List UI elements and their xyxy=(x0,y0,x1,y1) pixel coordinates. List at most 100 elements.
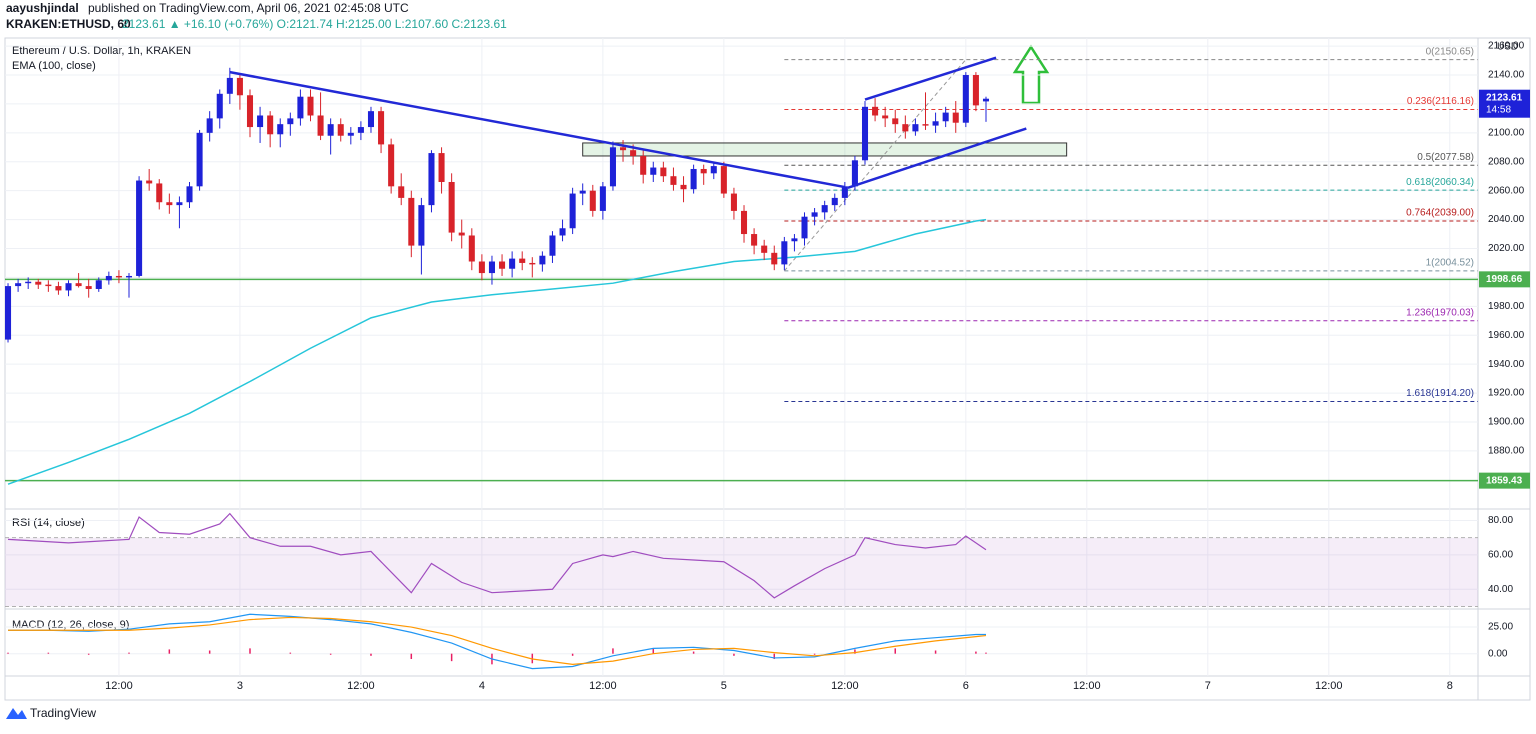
candle-body xyxy=(418,205,425,246)
candle-body xyxy=(861,106,869,161)
candle-body xyxy=(25,281,32,284)
ema-legend: EMA (100, close) xyxy=(12,60,96,72)
candle-body xyxy=(5,286,12,340)
candle-body xyxy=(962,75,969,123)
y-tick-label: 1980.00 xyxy=(1488,301,1525,312)
candle-body xyxy=(277,124,284,135)
macd-legend: MACD (12, 26, close, 9) xyxy=(12,619,129,631)
candle-body xyxy=(357,127,364,133)
fib-label: 1.618(1914.20) xyxy=(1406,388,1474,399)
candle-body xyxy=(630,150,637,156)
candle-body xyxy=(186,186,193,203)
candle-body xyxy=(468,235,475,262)
candle-body xyxy=(982,98,990,102)
candle-body xyxy=(569,193,576,229)
candle-body xyxy=(105,275,112,281)
y-tick-label: 2140.00 xyxy=(1488,70,1525,81)
candle-body xyxy=(347,132,354,136)
symbol: KRAKEN:ETHUSD, 60 xyxy=(6,17,131,31)
candle-body xyxy=(398,186,405,198)
candle-body xyxy=(367,111,375,128)
candle-body xyxy=(236,77,243,96)
candle-body xyxy=(438,153,445,182)
candle-body xyxy=(317,115,324,136)
candle-body xyxy=(821,205,828,213)
frame xyxy=(4,37,1531,701)
y-tick-label: 60.00 xyxy=(1488,550,1513,561)
rsi-legend: RSI (14, close) xyxy=(12,517,85,529)
main-title: Ethereum / U.S. Dollar, 1h, KRAKEN xyxy=(12,45,191,57)
candle-body xyxy=(720,166,727,194)
y-tick-label: 25.00 xyxy=(1488,622,1513,633)
candle-body xyxy=(327,124,334,136)
candle-body xyxy=(267,115,274,135)
fib-label: 0.618(2060.34) xyxy=(1406,177,1474,188)
candle-body xyxy=(448,181,455,233)
countdown: 14:58 xyxy=(1486,104,1511,115)
x-tick-label: 12:00 xyxy=(831,680,859,692)
candle-body xyxy=(15,283,22,287)
candle-body xyxy=(740,210,748,235)
candle-body xyxy=(65,283,72,291)
candle-body xyxy=(246,95,254,128)
candle-body xyxy=(216,93,223,119)
candle-body xyxy=(872,106,879,116)
candle-body xyxy=(912,124,919,132)
candle-body xyxy=(831,197,838,206)
y-tick-label: 1920.00 xyxy=(1488,388,1525,399)
fib-label: 0(2150.65) xyxy=(1426,46,1474,57)
candle-body xyxy=(811,212,818,217)
candle-body xyxy=(690,168,697,190)
candle-body xyxy=(781,241,788,265)
last-price: 2123.61 xyxy=(1486,92,1523,103)
candle-body xyxy=(45,284,52,287)
y-tick-label: 1940.00 xyxy=(1488,359,1525,370)
fib-label: 0.236(2116.16) xyxy=(1407,96,1474,107)
y-tick-label: 40.00 xyxy=(1488,584,1513,595)
trendline xyxy=(864,56,997,101)
fib-label: 1(2004.52) xyxy=(1426,258,1474,269)
candle-body xyxy=(529,262,536,265)
candle-body xyxy=(952,112,959,123)
x-tick-label: 4 xyxy=(479,680,485,692)
x-tick-label: 12:00 xyxy=(1073,680,1101,692)
candle-body xyxy=(599,186,606,211)
candle-body xyxy=(156,183,163,203)
candle-body xyxy=(388,144,395,187)
fib-diagonal xyxy=(783,59,967,272)
y-tick-label: 2060.00 xyxy=(1488,185,1525,196)
candle-body xyxy=(640,155,647,175)
candle-body xyxy=(892,118,899,125)
candle-body xyxy=(95,280,102,289)
x-tick-label: 12:00 xyxy=(589,680,617,692)
candle-body xyxy=(972,75,979,106)
candle-body xyxy=(166,202,173,206)
x-tick-label: 8 xyxy=(1447,680,1453,692)
candle-body xyxy=(882,115,889,119)
price-label: 1998.66 xyxy=(1486,274,1523,285)
brand: TradingView xyxy=(30,706,96,720)
trendline xyxy=(229,70,846,189)
candle-body xyxy=(176,202,183,206)
candle-body xyxy=(458,232,465,236)
price-label: 1859.43 xyxy=(1486,475,1523,486)
candle-body xyxy=(609,147,616,187)
candle-body xyxy=(942,112,949,122)
quote: 2123.61 ▲ +16.10 (+0.76%) O:2121.74 H:21… xyxy=(122,17,507,31)
candle-body xyxy=(196,132,203,187)
currency: USD xyxy=(1497,42,1518,53)
candle-body xyxy=(307,96,314,116)
candle-body xyxy=(851,160,858,187)
y-tick-label: 1900.00 xyxy=(1488,417,1525,428)
y-tick-label: 2080.00 xyxy=(1488,156,1525,167)
price-label-box xyxy=(1479,472,1530,489)
candle-body xyxy=(85,286,92,289)
ema-line xyxy=(7,218,987,485)
arrow-up xyxy=(1012,44,1050,105)
price-label-box xyxy=(1479,271,1530,288)
x-tick-label: 12:00 xyxy=(347,680,375,692)
candle-body xyxy=(710,166,717,174)
candle-body xyxy=(257,115,264,128)
candle-body xyxy=(539,255,546,265)
candle-body xyxy=(791,238,798,242)
